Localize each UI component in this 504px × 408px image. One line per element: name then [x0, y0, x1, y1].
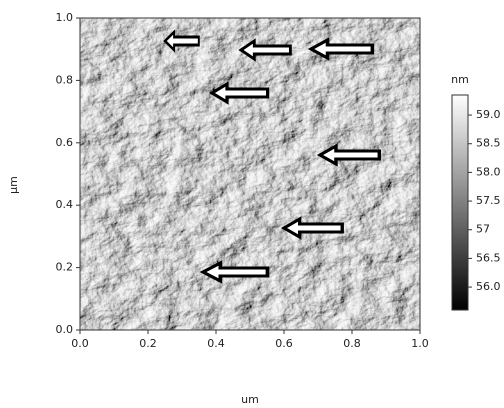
x-tick-label: 0.8 [343, 337, 361, 350]
y-tick-label: 0.8 [56, 73, 74, 86]
colorbar-tick-label: 58.0 [476, 165, 501, 178]
x-tick-label: 1.0 [411, 337, 429, 350]
chart: nm um µm 0.0 0.2 0.4 0.6 0.8 1.0 0.0 0.2 0.4 0.6 0… [0, 0, 504, 408]
afm-image [80, 18, 420, 330]
x-axis-label: um [241, 393, 259, 406]
colorbar-tick-label: 57 [476, 223, 490, 236]
y-tick-label: 0.2 [56, 261, 74, 274]
x-tick-label: 0.4 [207, 337, 225, 350]
x-tick-label: 0.2 [139, 337, 157, 350]
colorbar-tick-label: 59.0 [476, 108, 501, 121]
y-tick-label: 1.0 [56, 11, 74, 24]
colorbar-tick-label: 56.0 [476, 280, 501, 293]
y-tick-label: 0.4 [56, 198, 74, 211]
colorbar-tick-label: 58.5 [476, 137, 501, 150]
y-tick-label: 0.0 [56, 323, 74, 336]
colorbar-tick-label: 57.5 [476, 194, 501, 207]
y-axis-label: µm [7, 176, 20, 194]
colorbar [452, 95, 468, 310]
y-tick-label: 0.6 [56, 136, 74, 149]
x-tick-label: 0.6 [275, 337, 293, 350]
colorbar-tick-label: 56.5 [476, 251, 501, 264]
x-tick-label: 0.0 [71, 337, 89, 350]
colorbar-label: nm [451, 73, 469, 86]
